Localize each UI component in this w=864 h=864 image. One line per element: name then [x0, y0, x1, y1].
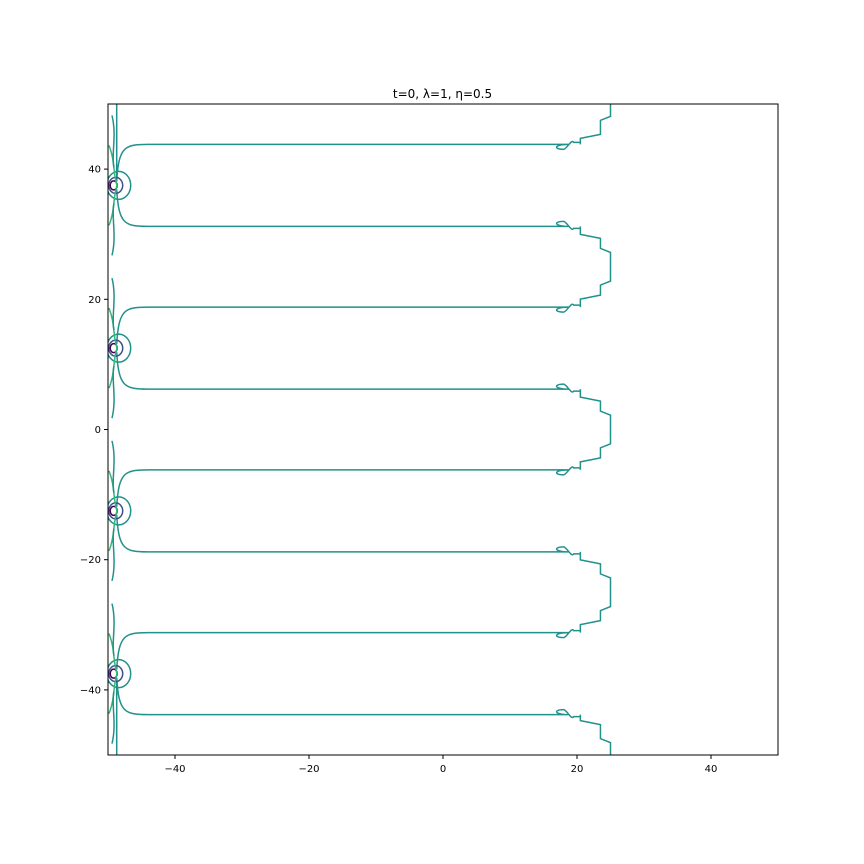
contour-horizontal-line	[115, 629, 581, 670]
x-tick-label: 20	[571, 764, 584, 775]
contour-link	[111, 365, 115, 419]
contour-ring	[108, 333, 132, 363]
contour-link	[111, 203, 115, 256]
y-tick-label: 40	[88, 165, 101, 176]
contour-ring	[108, 658, 132, 689]
x-tick-label: −40	[164, 764, 185, 775]
contour-step-closure	[579, 714, 612, 755]
contour-link	[111, 528, 115, 582]
contour-horizontal-line	[115, 303, 581, 345]
contour-horizontal-line	[115, 140, 581, 182]
contour-horizontal-line	[115, 514, 581, 556]
y-axis: 40 20 0 −20 −40	[80, 165, 108, 696]
contour-step-closure	[579, 389, 612, 470]
contour-step-closure	[579, 551, 612, 633]
contour-step-closure	[579, 226, 612, 308]
contour-ring	[108, 170, 132, 201]
x-axis: −40 −20 0 20 40	[164, 755, 717, 775]
chart-title: t=0, λ=1, η=0.5	[393, 87, 492, 101]
contour-horizontal-line	[115, 352, 581, 393]
contour-ring	[108, 496, 132, 526]
contour-step-closure	[579, 104, 612, 145]
contour-link	[111, 691, 115, 744]
contour-horizontal-line	[115, 189, 581, 230]
x-tick-label: 0	[440, 764, 446, 775]
x-tick-label: 40	[705, 764, 718, 775]
contour-horizontal-line	[115, 466, 581, 507]
y-tick-label: 0	[95, 425, 101, 436]
contour-link	[111, 277, 115, 331]
x-tick-label: −20	[298, 764, 319, 775]
plot-area	[108, 104, 778, 755]
contour-link	[111, 115, 115, 168]
y-tick-label: −20	[80, 555, 101, 566]
contour-link	[111, 603, 115, 656]
contour-horizontal-line	[115, 677, 581, 719]
y-tick-label: 20	[88, 295, 101, 306]
contour-link	[111, 440, 115, 494]
contour-lines	[108, 104, 612, 755]
y-tick-label: −40	[80, 685, 101, 696]
